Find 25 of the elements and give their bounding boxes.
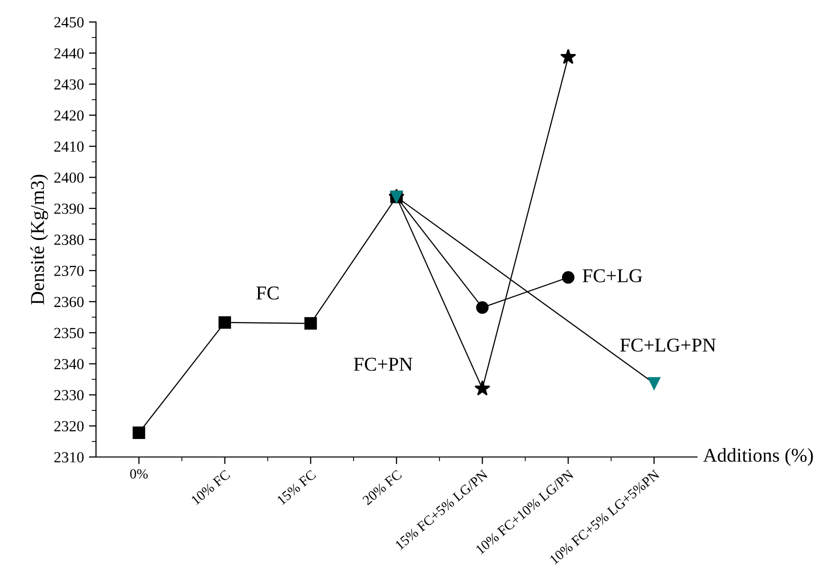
y-tick-label: 2310 (54, 452, 84, 462)
x-tick-label: 15% FC (276, 470, 316, 506)
x-tick-label: 0% (130, 469, 148, 479)
y-tick-label: 2410 (54, 141, 84, 152)
y-tick-label: 2370 (54, 266, 84, 276)
x-tick-label: 20% FC (362, 470, 402, 506)
y-tick-label: 2430 (54, 79, 84, 90)
series-label: FC (256, 286, 279, 300)
y-tick-label: 2400 (54, 172, 84, 183)
y-tick-label: 2330 (54, 390, 84, 400)
y-tick-label: 2340 (54, 358, 84, 370)
y-axis-title: Densité (Kg/m3) (30, 174, 48, 305)
y-tick-label: 2350 (54, 328, 84, 338)
y-tick-label: 2320 (54, 421, 84, 432)
y-tick-label: 2360 (54, 296, 84, 308)
series-label: FC+LG (582, 269, 642, 282)
y-tick-label: 2440 (54, 48, 84, 59)
text: FC+PN (354, 358, 412, 371)
x-axis-title: Additions (%) (703, 448, 813, 466)
series-label: FC+LG+PN (620, 338, 716, 352)
y-tick-label: 2390 (54, 204, 84, 214)
y-tick-label: 2420 (54, 110, 84, 121)
x-tick-label: 10% FC (190, 470, 231, 506)
y-tick-label: 2450 (54, 17, 84, 28)
y-tick-label: 2380 (54, 234, 84, 245)
